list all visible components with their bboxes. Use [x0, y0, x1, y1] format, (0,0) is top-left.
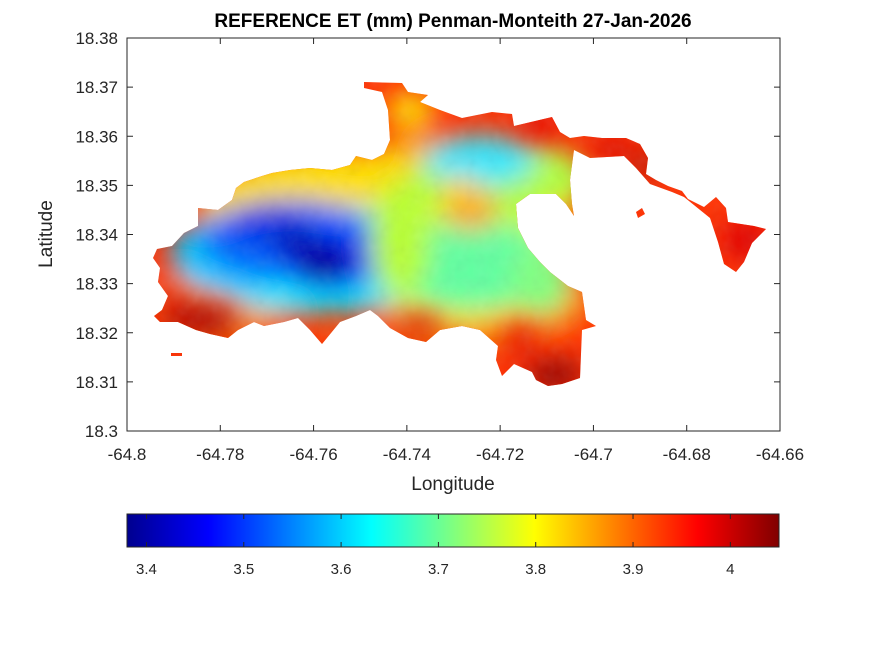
x-tick-label: -64.74 [383, 445, 431, 464]
x-tick-label: -64.68 [663, 445, 711, 464]
y-axis: 18.3 18.31 18.32 18.33 18.34 18.35 18.36 18.37 1… [75, 29, 780, 441]
colorbar-tick-label: 3.8 [525, 561, 546, 578]
y-axis-label: Latitude [36, 200, 57, 268]
colorbar-tick-label: 3.6 [331, 561, 352, 578]
colorbar-gradient [126, 513, 780, 548]
y-tick-label: 18.34 [75, 226, 118, 245]
colorbar-tick-label: 4 [726, 561, 734, 578]
colorbar-tick-label: 3.9 [623, 561, 644, 578]
colorbar: 3.4 3.5 3.6 3.7 3.8 3.9 4 [126, 513, 780, 578]
y-tick-label: 18.36 [75, 127, 118, 146]
colorbar-ticks: 3.4 3.5 3.6 3.7 3.8 3.9 4 [136, 514, 735, 578]
x-axis: -64.8 -64.78 -64.76 -64.74 -64.72 -64.7 -64.68… [108, 38, 804, 464]
y-tick-label: 18.38 [75, 29, 118, 48]
x-tick-label: -64.72 [476, 445, 524, 464]
x-axis-label: Longitude [411, 474, 494, 495]
colorbar-tick-label: 3.7 [428, 561, 449, 578]
y-tick-label: 18.32 [75, 324, 118, 343]
x-tick-label: -64.76 [289, 445, 337, 464]
x-tick-label: -64.66 [756, 445, 804, 464]
x-tick-label: -64.7 [574, 445, 613, 464]
colorbar-tick-label: 3.4 [136, 561, 157, 578]
y-tick-label: 18.33 [75, 275, 118, 294]
chart-title: REFERENCE ET (mm) Penman-Monteith 27-Jan… [214, 11, 691, 32]
y-tick-label: 18.3 [85, 422, 118, 441]
y-tick-label: 18.35 [75, 176, 118, 195]
x-tick-label: -64.8 [108, 445, 147, 464]
x-tick-label: -64.78 [196, 445, 244, 464]
y-tick-label: 18.31 [75, 373, 118, 392]
colorbar-tick-label: 3.5 [233, 561, 254, 578]
y-tick-label: 18.37 [75, 78, 118, 97]
